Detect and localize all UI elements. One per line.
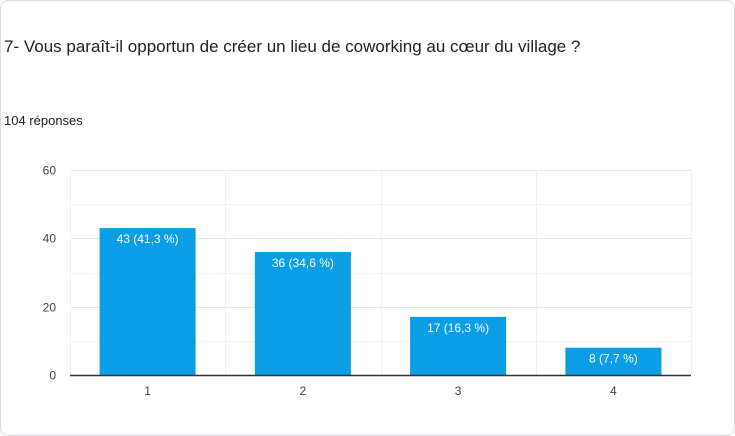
y-tick-label: 40 bbox=[43, 232, 57, 246]
bar bbox=[254, 252, 351, 375]
bar bbox=[99, 228, 196, 375]
bar bbox=[565, 347, 662, 375]
y-tick-label: 60 bbox=[43, 164, 57, 178]
bar bbox=[410, 316, 507, 375]
response-count: 104 réponses bbox=[4, 113, 83, 128]
x-tick-label: 1 bbox=[144, 384, 151, 398]
y-tick-label: 0 bbox=[49, 369, 56, 383]
bar-data-label: 36 (34,6 %) bbox=[272, 256, 334, 270]
bar-data-label: 17 (16,3 %) bbox=[427, 321, 489, 335]
bar-data-label: 43 (41,3 %) bbox=[117, 232, 179, 246]
question-title: 7- Vous paraît-il opportun de créer un l… bbox=[4, 37, 581, 56]
x-tick-label: 4 bbox=[610, 384, 617, 398]
x-tick-label: 3 bbox=[455, 384, 462, 398]
bar-data-label: 8 (7,7 %) bbox=[589, 352, 638, 366]
x-tick-label: 2 bbox=[300, 384, 307, 398]
y-tick-label: 20 bbox=[43, 301, 57, 315]
